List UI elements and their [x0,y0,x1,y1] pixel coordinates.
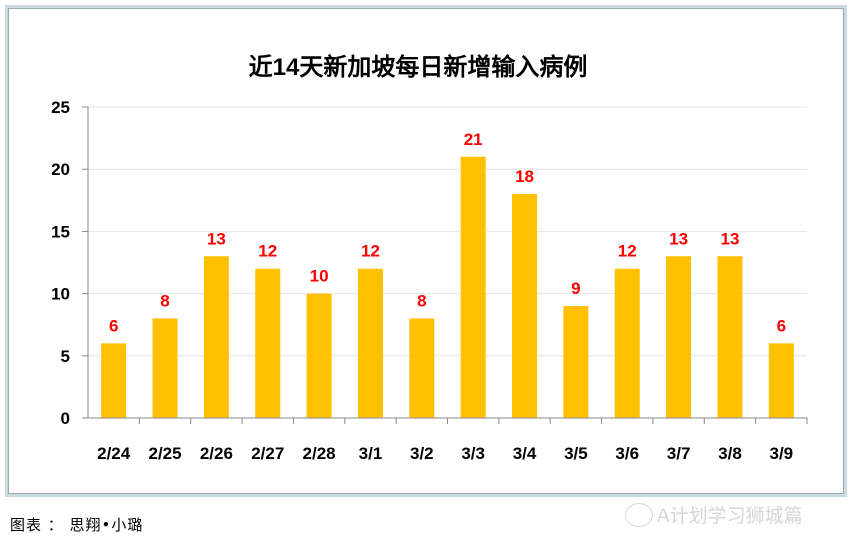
data-label: 18 [515,167,534,186]
y-tick-label: 20 [51,160,70,179]
bar [614,268,640,418]
x-tick-label: 2/25 [148,444,181,463]
data-label: 6 [777,316,786,335]
y-tick-label: 0 [61,409,70,428]
data-label: 12 [258,242,277,261]
x-tick-label: 2/27 [251,444,284,463]
data-label: 12 [361,242,380,261]
x-tick-label: 3/2 [410,444,434,463]
x-tick-label: 3/3 [461,444,485,463]
wechat-logo-icon [625,502,653,527]
chart-title: 近14天新加坡每日新增输入病例 [249,53,588,81]
x-tick-label: 2/24 [97,444,131,463]
chart-frame[interactable] [5,5,847,497]
data-label: 13 [721,229,740,248]
x-tick-label: 2/26 [200,444,233,463]
watermark-text: A计划学习狮城篇 [657,506,803,527]
watermark: A计划学习狮城篇 [625,501,803,528]
bar [409,318,435,418]
x-tick-label: 3/6 [615,444,639,463]
bar-chart: 近14天新加坡每日新增输入病例 6 8 13 12 10 12 8 21 18 9 12 13 13 6 0… [51,53,808,463]
bar [460,156,486,418]
x-tick-label: 3/1 [359,444,383,463]
bar [152,318,178,418]
data-label: 12 [618,242,637,261]
x-tick-label: 2/28 [303,444,336,463]
bar [203,256,229,418]
data-label: 8 [417,291,426,310]
bar [306,293,332,418]
y-tick-label: 10 [51,285,70,304]
data-label: 9 [571,279,580,298]
data-label: 13 [207,229,226,248]
bar [512,194,538,418]
data-label: 6 [109,316,118,335]
bar [101,343,127,418]
chart-caption: 图表 ： 思翔•小璐 [10,516,144,534]
x-tick-label: 3/4 [513,444,537,463]
x-tick-label: 3/7 [667,444,691,463]
y-tick-label: 15 [51,222,70,241]
x-tick-label: 3/8 [718,444,742,463]
data-label: 8 [160,291,169,310]
bar [666,256,692,418]
data-label: 10 [310,267,329,286]
bar [768,343,794,418]
bar [255,268,281,418]
bar [357,268,383,418]
data-label: 21 [464,130,483,149]
bar [717,256,743,418]
x-tick-label: 3/9 [770,444,794,463]
y-tick-label: 5 [61,347,70,366]
y-tick-label: 25 [51,98,70,117]
bar [563,306,589,418]
data-label: 13 [669,229,688,248]
x-tick-label: 3/5 [564,444,588,463]
